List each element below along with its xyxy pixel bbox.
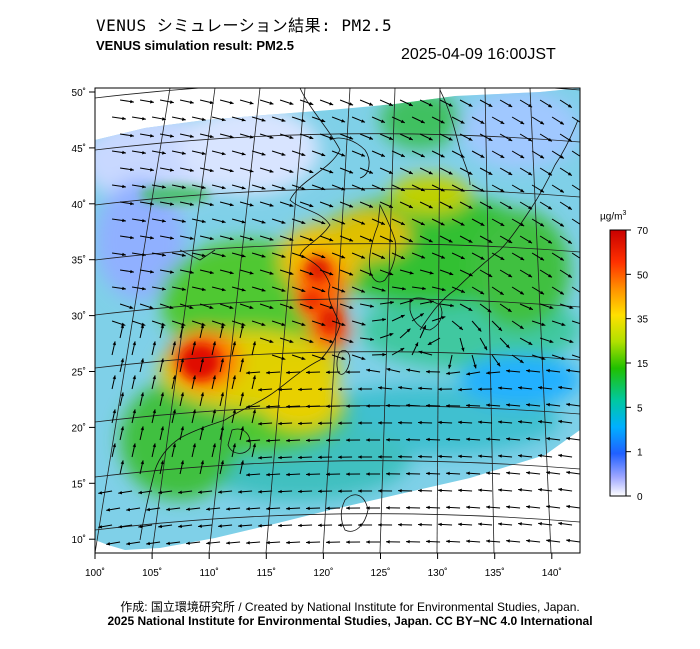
lat-tick-label: 45˚ (72, 143, 86, 155)
lon-tick-label: 100˚ (85, 567, 105, 579)
colorbar-tick-label: 15 (637, 359, 649, 370)
colorbar-tick-label: 70 (637, 226, 649, 237)
colorbar (609, 229, 627, 497)
lon-tick-label: 130˚ (428, 567, 448, 579)
longitude-axis: 100˚ 105˚ 110˚ 115˚ 120˚ 125˚ 130˚ 135˚ 140˚ (85, 553, 562, 579)
title-japanese: VENUS シミュレーション結果: PM2.5 (96, 16, 393, 35)
lat-tick-label: 30˚ (72, 311, 86, 323)
colorbar-tick-label: 50 (637, 270, 649, 281)
colorbar-unit: µg/m3 (600, 210, 627, 223)
lat-tick-label: 40˚ (72, 199, 86, 211)
lat-tick-label: 25˚ (72, 367, 86, 379)
lon-tick-label: 120˚ (313, 567, 333, 579)
lon-tick-label: 105˚ (142, 567, 162, 579)
lat-tick-label: 10˚ (72, 534, 86, 546)
lat-tick-label: 20˚ (72, 422, 86, 434)
latitude-axis: 50˚ 45˚ 40˚ 35˚ 30˚ 25˚ 20˚ 15˚ 10˚ (72, 87, 95, 546)
lon-tick-label: 135˚ (485, 567, 505, 579)
graticule (95, 88, 580, 553)
pm25-concentration-field (95, 88, 580, 550)
colorbar-tick-label: 35 (637, 315, 649, 326)
timestamp: 2025-04-09 16:00JST (401, 46, 556, 63)
lon-tick-label: 110˚ (200, 567, 219, 579)
colorbar-ticks: 70 50 35 15 5 1 0 (626, 226, 649, 503)
lat-tick-label: 15˚ (72, 478, 86, 490)
title-english: VENUS simulation result: PM2.5 (96, 38, 294, 53)
colorbar-tick-label: 5 (637, 403, 643, 414)
credit-line: 作成: 国立環境研究所 / Created by National Instit… (120, 600, 580, 614)
lat-tick-label: 35˚ (72, 255, 86, 267)
lon-tick-label: 115˚ (257, 567, 276, 579)
lat-tick-label: 50˚ (72, 87, 86, 99)
lon-tick-label: 125˚ (370, 567, 390, 579)
lon-tick-label: 140˚ (542, 567, 562, 579)
colorbar-tick-label: 1 (637, 448, 643, 459)
colorbar-tick-label: 0 (637, 492, 643, 503)
copyright-line: 2025 National Institute for Environmenta… (107, 614, 593, 628)
map-frame (94, 87, 581, 554)
wind-vectors (98, 99, 580, 546)
